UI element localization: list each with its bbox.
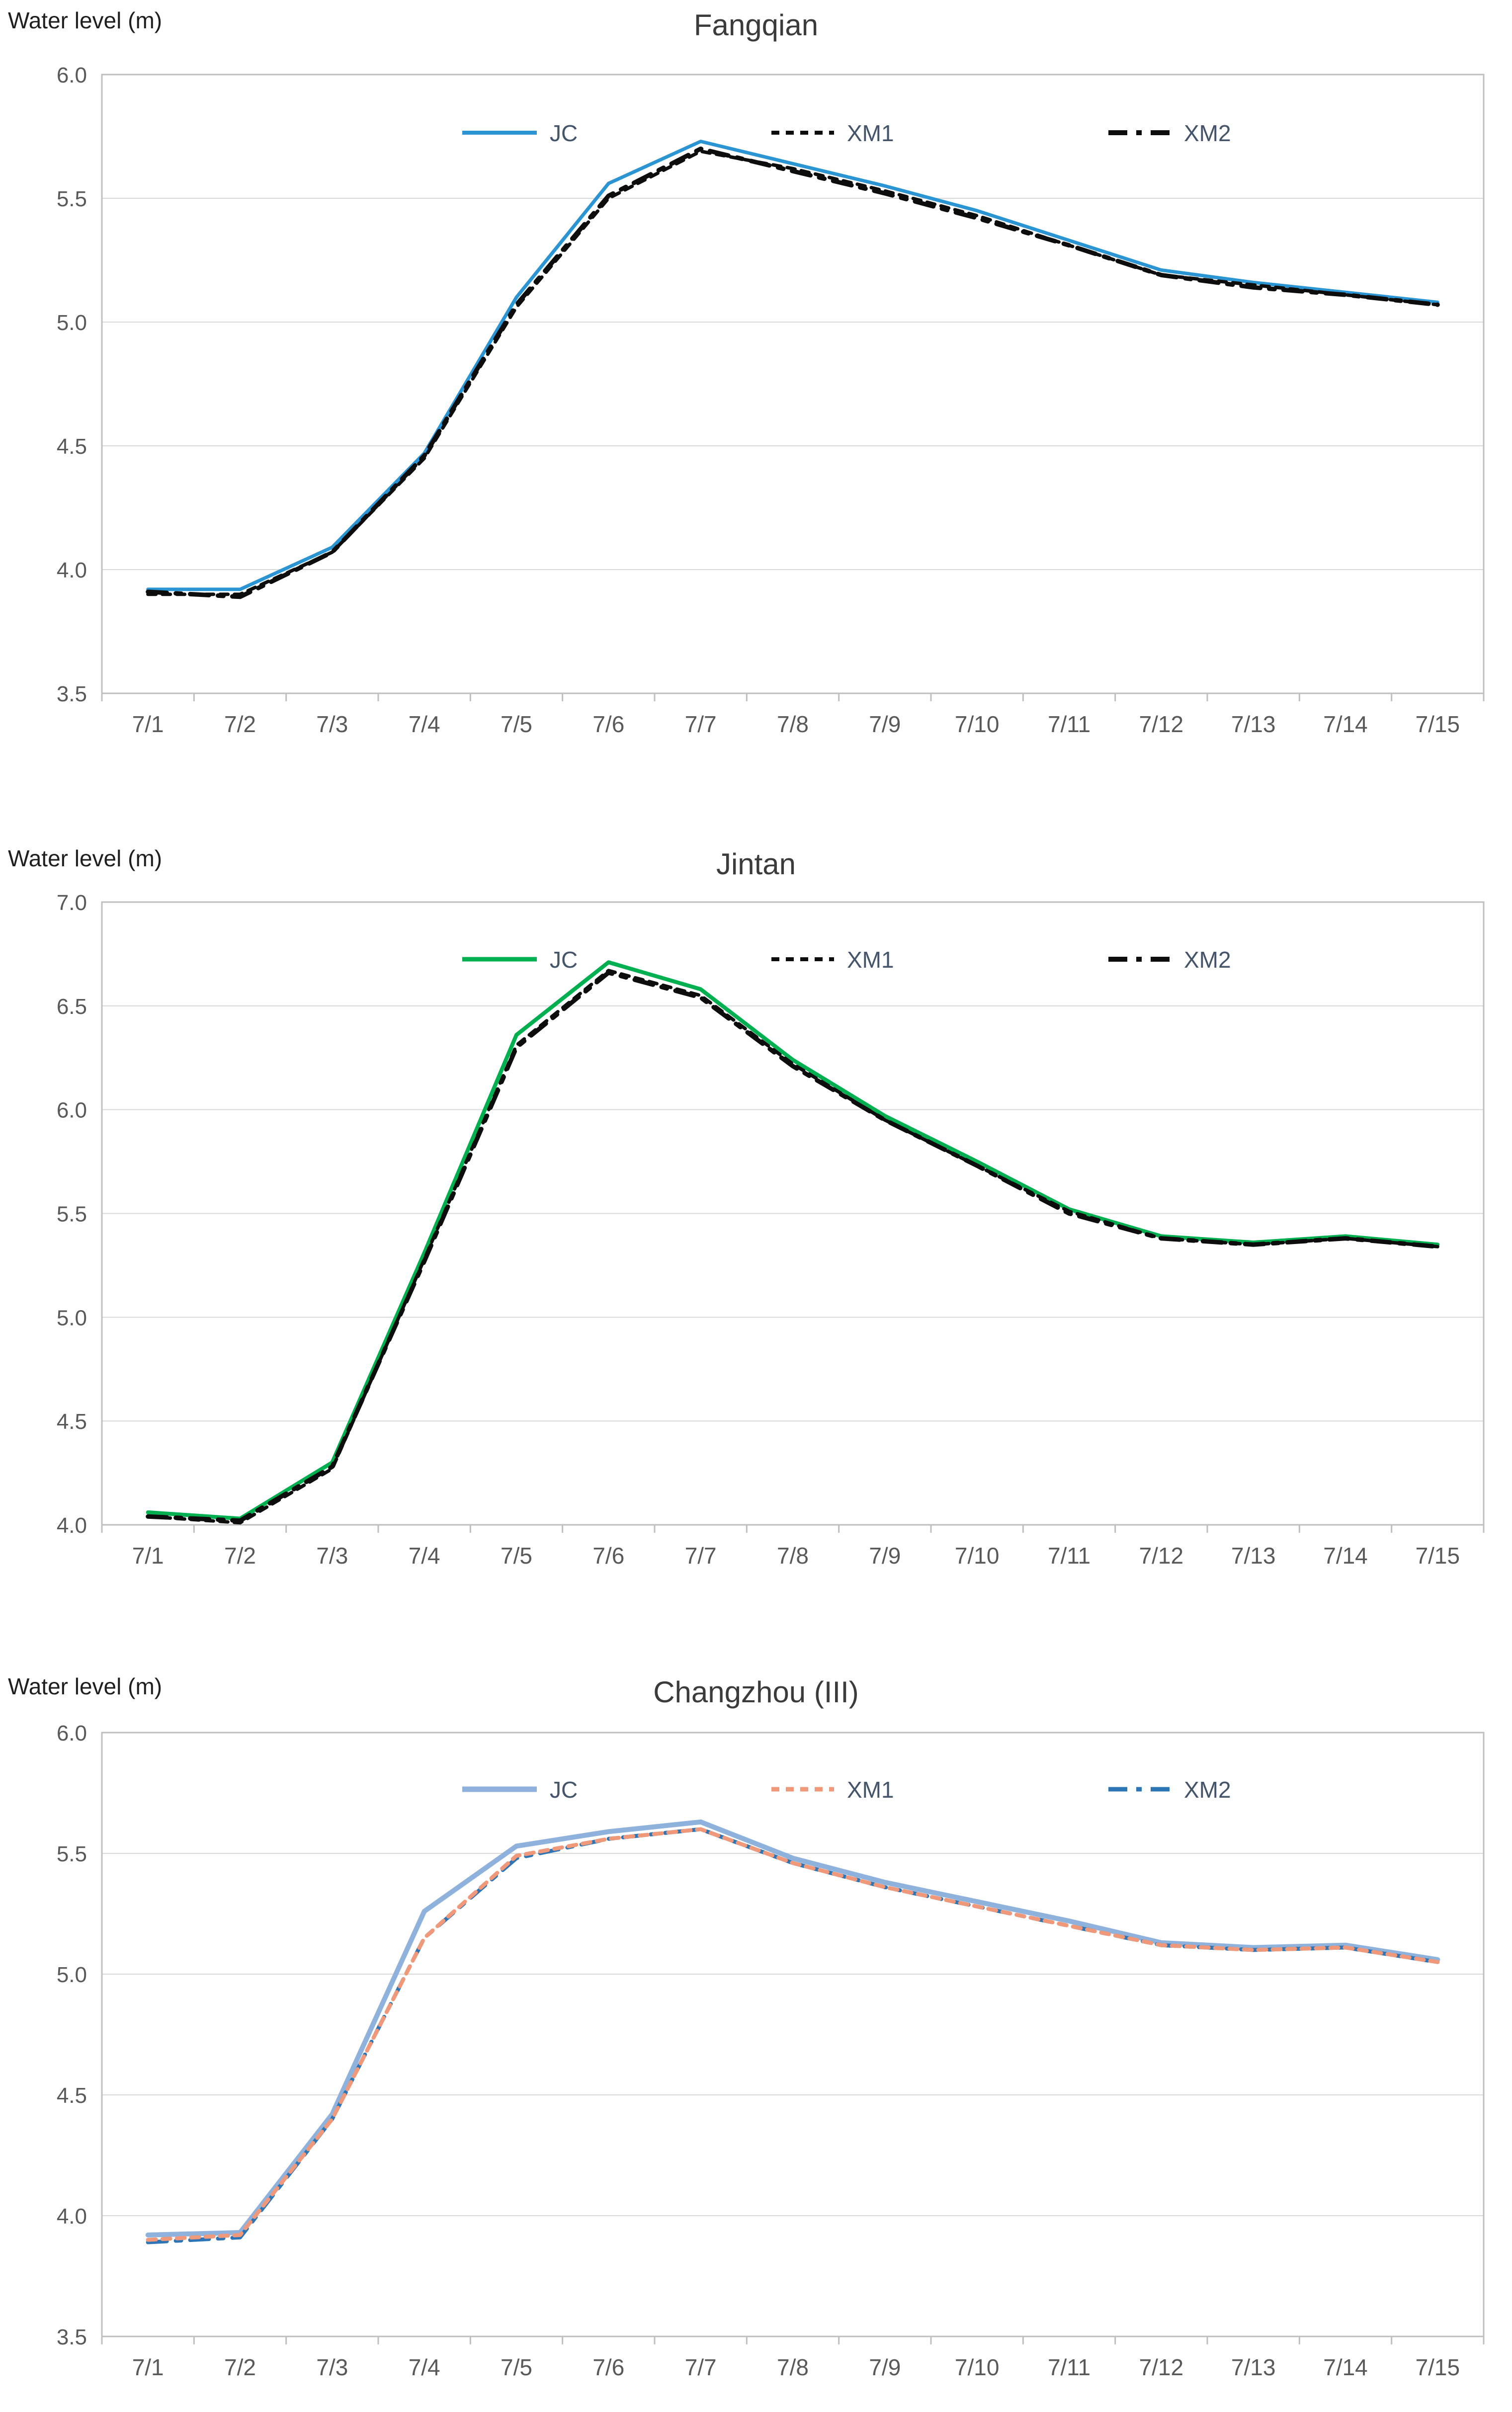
x-tick-label: 7/1 bbox=[132, 2354, 164, 2380]
series-line-xm1 bbox=[146, 1827, 1440, 2242]
y-tick-label: 4.0 bbox=[57, 1513, 87, 1538]
y-tick-label: 6.0 bbox=[57, 1721, 87, 1746]
x-tick-label: 7/5 bbox=[501, 711, 532, 737]
x-tick-label: 7/14 bbox=[1323, 1543, 1368, 1569]
y-tick-label: 4.5 bbox=[57, 1410, 87, 1434]
series-line-jc bbox=[146, 960, 1440, 1521]
chart-changzhou: Water level (m) Changzhou (III) 6.0 5.5 5.… bbox=[0, 1655, 1512, 2412]
x-tick-label: 7/2 bbox=[224, 711, 256, 737]
legend-label-xm1: XM1 bbox=[847, 1777, 894, 1803]
y-tick-label: 4.5 bbox=[57, 434, 87, 459]
plot-area: 7.0 6.5 6.0 5.5 5.0 4.5 4.0 7/1 7/2 7/3 7/4 7/5 7/6 7… bbox=[57, 891, 1485, 1569]
x-tick-label: 7/7 bbox=[685, 1543, 717, 1569]
legend-label-xm1: XM1 bbox=[847, 947, 894, 973]
x-tick-label: 7/6 bbox=[592, 711, 624, 737]
x-tick-label: 7/11 bbox=[1048, 711, 1091, 737]
x-tick-label: 7/8 bbox=[777, 2354, 809, 2380]
legend-label-xm2: XM2 bbox=[1184, 120, 1231, 146]
x-tick-label: 7/13 bbox=[1231, 2354, 1276, 2380]
x-tick-label: 7/14 bbox=[1323, 711, 1368, 737]
y-tick-label: 5.5 bbox=[57, 1202, 87, 1227]
x-tick-label: 7/12 bbox=[1139, 2354, 1184, 2380]
x-tick-label: 7/6 bbox=[592, 2354, 624, 2380]
x-tick-label: 7/10 bbox=[955, 1543, 1000, 1569]
x-tick-label: 7/4 bbox=[409, 1543, 440, 1569]
legend-label-xm2: XM2 bbox=[1184, 947, 1231, 973]
x-tick-label: 7/3 bbox=[316, 1543, 348, 1569]
x-tick-label: 7/5 bbox=[501, 2354, 532, 2380]
x-tick-label: 7/13 bbox=[1231, 1543, 1276, 1569]
y-tick-label: 3.5 bbox=[57, 682, 87, 706]
chart-title: Changzhou (III) bbox=[653, 1675, 859, 1709]
y-tick-label: 6.0 bbox=[57, 63, 87, 87]
x-tick-label: 7/11 bbox=[1048, 1543, 1091, 1569]
x-tick-label: 7/9 bbox=[869, 2354, 901, 2380]
y-tick-label: 5.5 bbox=[57, 187, 87, 211]
x-tick-label: 7/15 bbox=[1416, 2354, 1460, 2380]
plot-border bbox=[101, 1732, 1485, 2337]
x-tick-label: 7/1 bbox=[132, 1543, 164, 1569]
x-tick-label: 7/15 bbox=[1416, 711, 1460, 737]
x-tick-label: 7/13 bbox=[1231, 711, 1276, 737]
chart-title: Jintan bbox=[716, 847, 796, 881]
plot-area: 6.0 5.5 5.0 4.5 4.0 3.5 7/1 7/2 7/3 7/4 7/5 7/6 7/7 7… bbox=[57, 1721, 1485, 2380]
y-tick-label: 4.5 bbox=[57, 2083, 87, 2108]
x-tick-label: 7/3 bbox=[316, 2354, 348, 2380]
x-tick-label: 7/9 bbox=[869, 711, 901, 737]
y-axis-title: Water level (m) bbox=[8, 845, 163, 871]
y-axis-title: Water level (m) bbox=[8, 1673, 163, 1699]
x-tick-label: 7/14 bbox=[1323, 2354, 1368, 2380]
x-tick-label: 7/7 bbox=[685, 2354, 717, 2380]
x-tick-label: 7/10 bbox=[955, 2354, 1000, 2380]
x-tick-label: 7/4 bbox=[409, 711, 440, 737]
chart-jintan: Water level (m) Jintan 7.0 6.5 6.0 5.5 5.0 4.… bbox=[0, 825, 1512, 1655]
y-tick-label: 7.0 bbox=[57, 891, 87, 915]
plot-border bbox=[101, 901, 1485, 1526]
x-tick-label: 7/2 bbox=[224, 2354, 256, 2380]
y-tick-label: 3.5 bbox=[57, 2325, 87, 2349]
legend-label-xm1: XM1 bbox=[847, 120, 894, 146]
legend-label-xm2: XM2 bbox=[1184, 1777, 1231, 1803]
x-tick-label: 7/15 bbox=[1416, 1543, 1460, 1569]
plot-area: 6.0 5.5 5.0 4.5 4.0 3.5 7/1 7/2 7/3 7/4 7/5 7/6 7/7 7… bbox=[57, 63, 1485, 737]
legend-label-jc: JC bbox=[550, 1777, 578, 1803]
series-line-xm1 bbox=[146, 149, 1439, 596]
x-tick-label: 7/3 bbox=[316, 711, 348, 737]
y-tick-label: 4.0 bbox=[57, 558, 87, 582]
y-tick-label: 5.0 bbox=[57, 1306, 87, 1330]
x-tick-label: 7/2 bbox=[224, 1543, 256, 1569]
y-tick-label: 5.0 bbox=[57, 1963, 87, 1987]
x-tick-label: 7/5 bbox=[501, 1543, 532, 1569]
y-tick-label: 5.5 bbox=[57, 1842, 87, 1866]
series-line-jc bbox=[146, 140, 1439, 591]
x-tick-label: 7/9 bbox=[869, 1543, 901, 1569]
series-line-xm1 bbox=[146, 969, 1439, 1525]
x-tick-label: 7/4 bbox=[409, 2354, 440, 2380]
y-axis-title: Water level (m) bbox=[8, 7, 163, 33]
y-tick-label: 6.5 bbox=[57, 995, 87, 1019]
y-tick-label: 4.0 bbox=[57, 2204, 87, 2229]
x-tick-label: 7/1 bbox=[132, 711, 164, 737]
chart-fangqian: Water level (m) Fangqian 6.0 5.5 5.0 4.5 4.0… bbox=[0, 0, 1512, 825]
plot-border bbox=[101, 74, 1485, 694]
x-tick-label: 7/6 bbox=[592, 1543, 624, 1569]
x-tick-label: 7/8 bbox=[777, 1543, 809, 1569]
x-tick-label: 7/8 bbox=[777, 711, 809, 737]
x-tick-label: 7/12 bbox=[1139, 711, 1184, 737]
chart-title: Fangqian bbox=[693, 8, 819, 42]
x-tick-label: 7/7 bbox=[685, 711, 717, 737]
series-line-xm2 bbox=[146, 146, 1440, 599]
y-tick-label: 5.0 bbox=[57, 311, 87, 335]
legend-label-jc: JC bbox=[550, 120, 578, 146]
legend-label-jc: JC bbox=[550, 947, 578, 973]
series-line-jc bbox=[145, 1819, 1440, 2238]
x-tick-label: 7/12 bbox=[1139, 1543, 1184, 1569]
series-line-xm2 bbox=[146, 1827, 1440, 2245]
y-tick-label: 6.0 bbox=[57, 1098, 87, 1123]
x-tick-label: 7/10 bbox=[955, 711, 1000, 737]
x-tick-label: 7/11 bbox=[1048, 2354, 1091, 2380]
